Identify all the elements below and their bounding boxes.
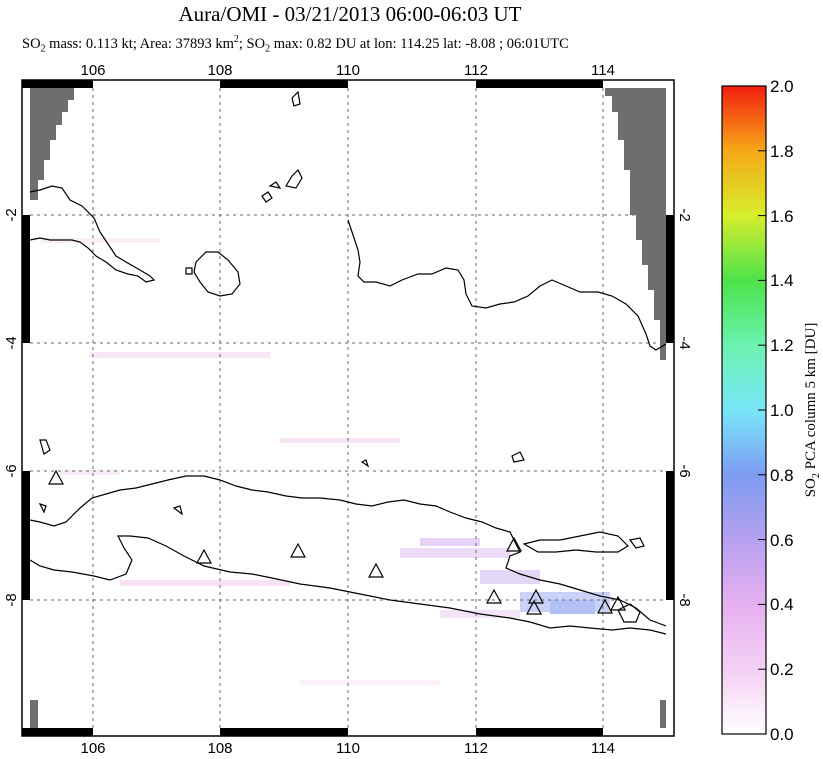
- colorbar-tick-label: 0.0: [770, 725, 794, 744]
- colorbar-tick-label: 1.8: [770, 142, 794, 161]
- colorbar-tick-label: 1.2: [770, 336, 794, 355]
- volcano-marker: [527, 588, 545, 604]
- colorbar-ticks: [758, 85, 766, 735]
- volcano-marker: [195, 548, 213, 564]
- colorbar-tick-label: 2.0: [770, 77, 794, 96]
- map-area: 106 108 110 112 114 106 108 110 112 114 …: [3, 62, 693, 757]
- colorbar-label: SO2 PCA column 5 km [DU]: [803, 323, 822, 498]
- lat-tick-label: -2: [676, 208, 693, 221]
- lat-axis-right: -2 -4 -6 -8: [676, 208, 693, 606]
- colorbar-tick-label: 1.4: [770, 271, 794, 290]
- map-subtitle: SO2 mass: 0.113 kt; Area: 37893 km2; SO2…: [22, 34, 569, 55]
- lon-tick-label: 112: [464, 62, 488, 79]
- colorbar-tick-label: 0.6: [770, 531, 794, 550]
- lon-tick-label: 108: [207, 740, 232, 757]
- lat-tick-label: -4: [3, 336, 20, 349]
- volcano-marker: [505, 536, 523, 552]
- colorbar-tick-label: 1.0: [770, 401, 794, 420]
- volcano-marker: [289, 542, 307, 558]
- coast-borneo: [347, 219, 666, 351]
- colorbar: 0.0 0.2 0.4 0.6 0.8 1.0 1.2 1.4 1.6 1.8 …: [721, 77, 822, 744]
- lat-axis-left: -2 -4 -6 -8: [3, 208, 20, 606]
- so2-field: [40, 238, 610, 685]
- lon-tick-label: 114: [591, 62, 615, 79]
- lat-tick-label: -6: [3, 464, 20, 477]
- lon-tick-label: 110: [336, 740, 360, 757]
- coast-bangka: [193, 251, 241, 297]
- volcano-marker: [367, 562, 385, 578]
- coast-sumatra: [30, 185, 156, 283]
- colorbar-tick-label: 0.4: [770, 595, 794, 614]
- colorbar-tick-labels: 0.0 0.2 0.4 0.6 0.8 1.0 1.2 1.4 1.6 1.8 …: [770, 77, 794, 744]
- volcano-marker: [609, 595, 627, 611]
- lat-tick-label: -8: [676, 593, 693, 606]
- lon-tick-label: 110: [336, 62, 360, 79]
- lon-tick-label: 106: [80, 62, 105, 79]
- map-frame: [21, 79, 675, 737]
- page-title: Aura/OMI - 03/21/2013 06:00-06:03 UT: [178, 2, 522, 26]
- coast-madura: [522, 531, 629, 553]
- nodata-region: [30, 88, 666, 728]
- volcano-marker: [525, 599, 543, 615]
- lat-tick-label: -8: [3, 593, 20, 606]
- frame-bars: [22, 80, 674, 736]
- lat-tick-label: -6: [676, 464, 693, 477]
- graticule: [30, 88, 666, 728]
- lon-tick-label: 106: [80, 740, 105, 757]
- volcano-marker: [47, 469, 65, 485]
- colorbar-tick-label: 0.2: [770, 660, 794, 679]
- lon-axis-bottom: 106 108 110 112 114: [80, 740, 614, 757]
- lat-tick-label: -4: [676, 336, 693, 349]
- colorbar-tick-label: 0.8: [770, 466, 794, 485]
- lon-tick-label: 112: [464, 740, 488, 757]
- colorbar-tick-label: 1.6: [770, 207, 794, 226]
- coast-java: [30, 475, 666, 627]
- volcano-marker: [596, 598, 614, 614]
- coastlines: [30, 90, 666, 635]
- lat-tick-label: -2: [3, 208, 20, 221]
- lon-axis-top: 106 108 110 112 114: [80, 62, 614, 79]
- volcano-markers: [47, 469, 627, 615]
- lon-tick-label: 114: [591, 740, 615, 757]
- lon-tick-label: 108: [207, 62, 232, 79]
- volcano-marker: [485, 588, 503, 604]
